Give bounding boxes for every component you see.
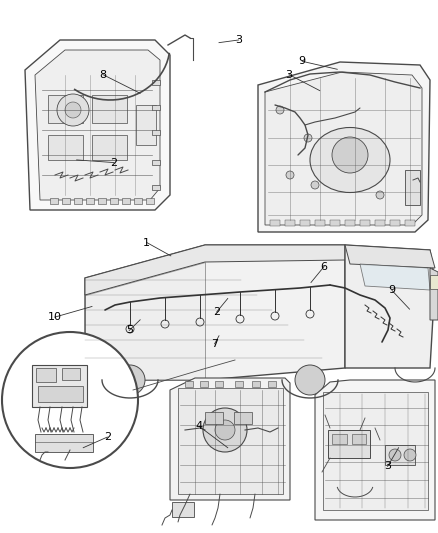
Ellipse shape: [310, 127, 390, 192]
Bar: [405, 220, 415, 226]
Bar: [62, 368, 80, 380]
Circle shape: [295, 365, 325, 395]
Bar: [48, 95, 83, 123]
Bar: [122, 198, 130, 204]
Bar: [200, 381, 208, 387]
Bar: [360, 220, 370, 226]
Bar: [185, 381, 193, 387]
Bar: [146, 198, 154, 204]
Polygon shape: [258, 62, 430, 232]
Bar: [234, 412, 252, 424]
Bar: [345, 220, 355, 226]
Text: 6: 6: [321, 262, 328, 271]
Polygon shape: [360, 264, 430, 290]
Bar: [323, 392, 428, 510]
Circle shape: [276, 106, 284, 114]
Bar: [152, 130, 160, 135]
Bar: [136, 105, 156, 145]
Bar: [235, 381, 243, 387]
Polygon shape: [85, 245, 345, 380]
Bar: [48, 135, 83, 160]
Bar: [268, 381, 276, 387]
Bar: [38, 386, 83, 402]
Text: 2: 2: [104, 432, 111, 442]
Text: 7: 7: [211, 339, 218, 349]
Circle shape: [65, 102, 81, 118]
Polygon shape: [170, 378, 290, 500]
Circle shape: [2, 332, 138, 468]
Circle shape: [115, 365, 145, 395]
Text: 4: 4: [196, 422, 203, 431]
Text: 9: 9: [389, 286, 396, 295]
Circle shape: [304, 134, 312, 142]
Bar: [98, 198, 106, 204]
Polygon shape: [345, 245, 435, 268]
Bar: [300, 220, 310, 226]
Circle shape: [389, 449, 401, 461]
Bar: [178, 388, 283, 494]
Bar: [390, 220, 400, 226]
Bar: [270, 220, 280, 226]
Text: 3: 3: [384, 462, 391, 471]
Bar: [330, 220, 340, 226]
Bar: [35, 434, 93, 452]
Polygon shape: [345, 245, 435, 368]
Text: 2: 2: [110, 158, 117, 167]
Bar: [385, 445, 415, 465]
Polygon shape: [430, 268, 438, 320]
Polygon shape: [265, 72, 422, 225]
Polygon shape: [85, 262, 205, 380]
Circle shape: [332, 137, 368, 173]
Bar: [62, 198, 70, 204]
Bar: [332, 434, 347, 444]
Text: 8: 8: [99, 70, 106, 79]
Circle shape: [376, 191, 384, 199]
Bar: [215, 381, 223, 387]
Bar: [50, 198, 58, 204]
Bar: [405, 170, 420, 205]
Bar: [152, 80, 160, 85]
Polygon shape: [35, 50, 160, 200]
Polygon shape: [85, 245, 345, 295]
Bar: [315, 220, 325, 226]
Circle shape: [203, 408, 247, 452]
Circle shape: [286, 171, 294, 179]
Bar: [86, 198, 94, 204]
Text: 5: 5: [126, 326, 133, 335]
Text: 2: 2: [213, 307, 220, 317]
Bar: [152, 160, 160, 165]
Bar: [110, 198, 118, 204]
Text: 10: 10: [48, 312, 62, 322]
Bar: [32, 365, 87, 407]
Bar: [352, 434, 366, 444]
Bar: [205, 412, 223, 424]
Bar: [152, 185, 160, 190]
Polygon shape: [315, 380, 435, 520]
Text: 9: 9: [299, 56, 306, 66]
Bar: [328, 430, 370, 458]
Polygon shape: [25, 40, 170, 210]
Bar: [430, 275, 438, 289]
Bar: [74, 198, 82, 204]
Bar: [375, 220, 385, 226]
Text: 3: 3: [235, 35, 242, 45]
Bar: [36, 368, 56, 382]
Bar: [152, 105, 160, 110]
Text: 3: 3: [286, 70, 293, 79]
Bar: [134, 198, 142, 204]
Bar: [92, 135, 127, 160]
Bar: [285, 220, 295, 226]
Circle shape: [57, 94, 89, 126]
Bar: [252, 381, 260, 387]
Circle shape: [404, 449, 416, 461]
Text: 1: 1: [143, 238, 150, 247]
Circle shape: [215, 420, 235, 440]
Circle shape: [311, 181, 319, 189]
Bar: [172, 502, 194, 517]
Bar: [92, 95, 127, 123]
